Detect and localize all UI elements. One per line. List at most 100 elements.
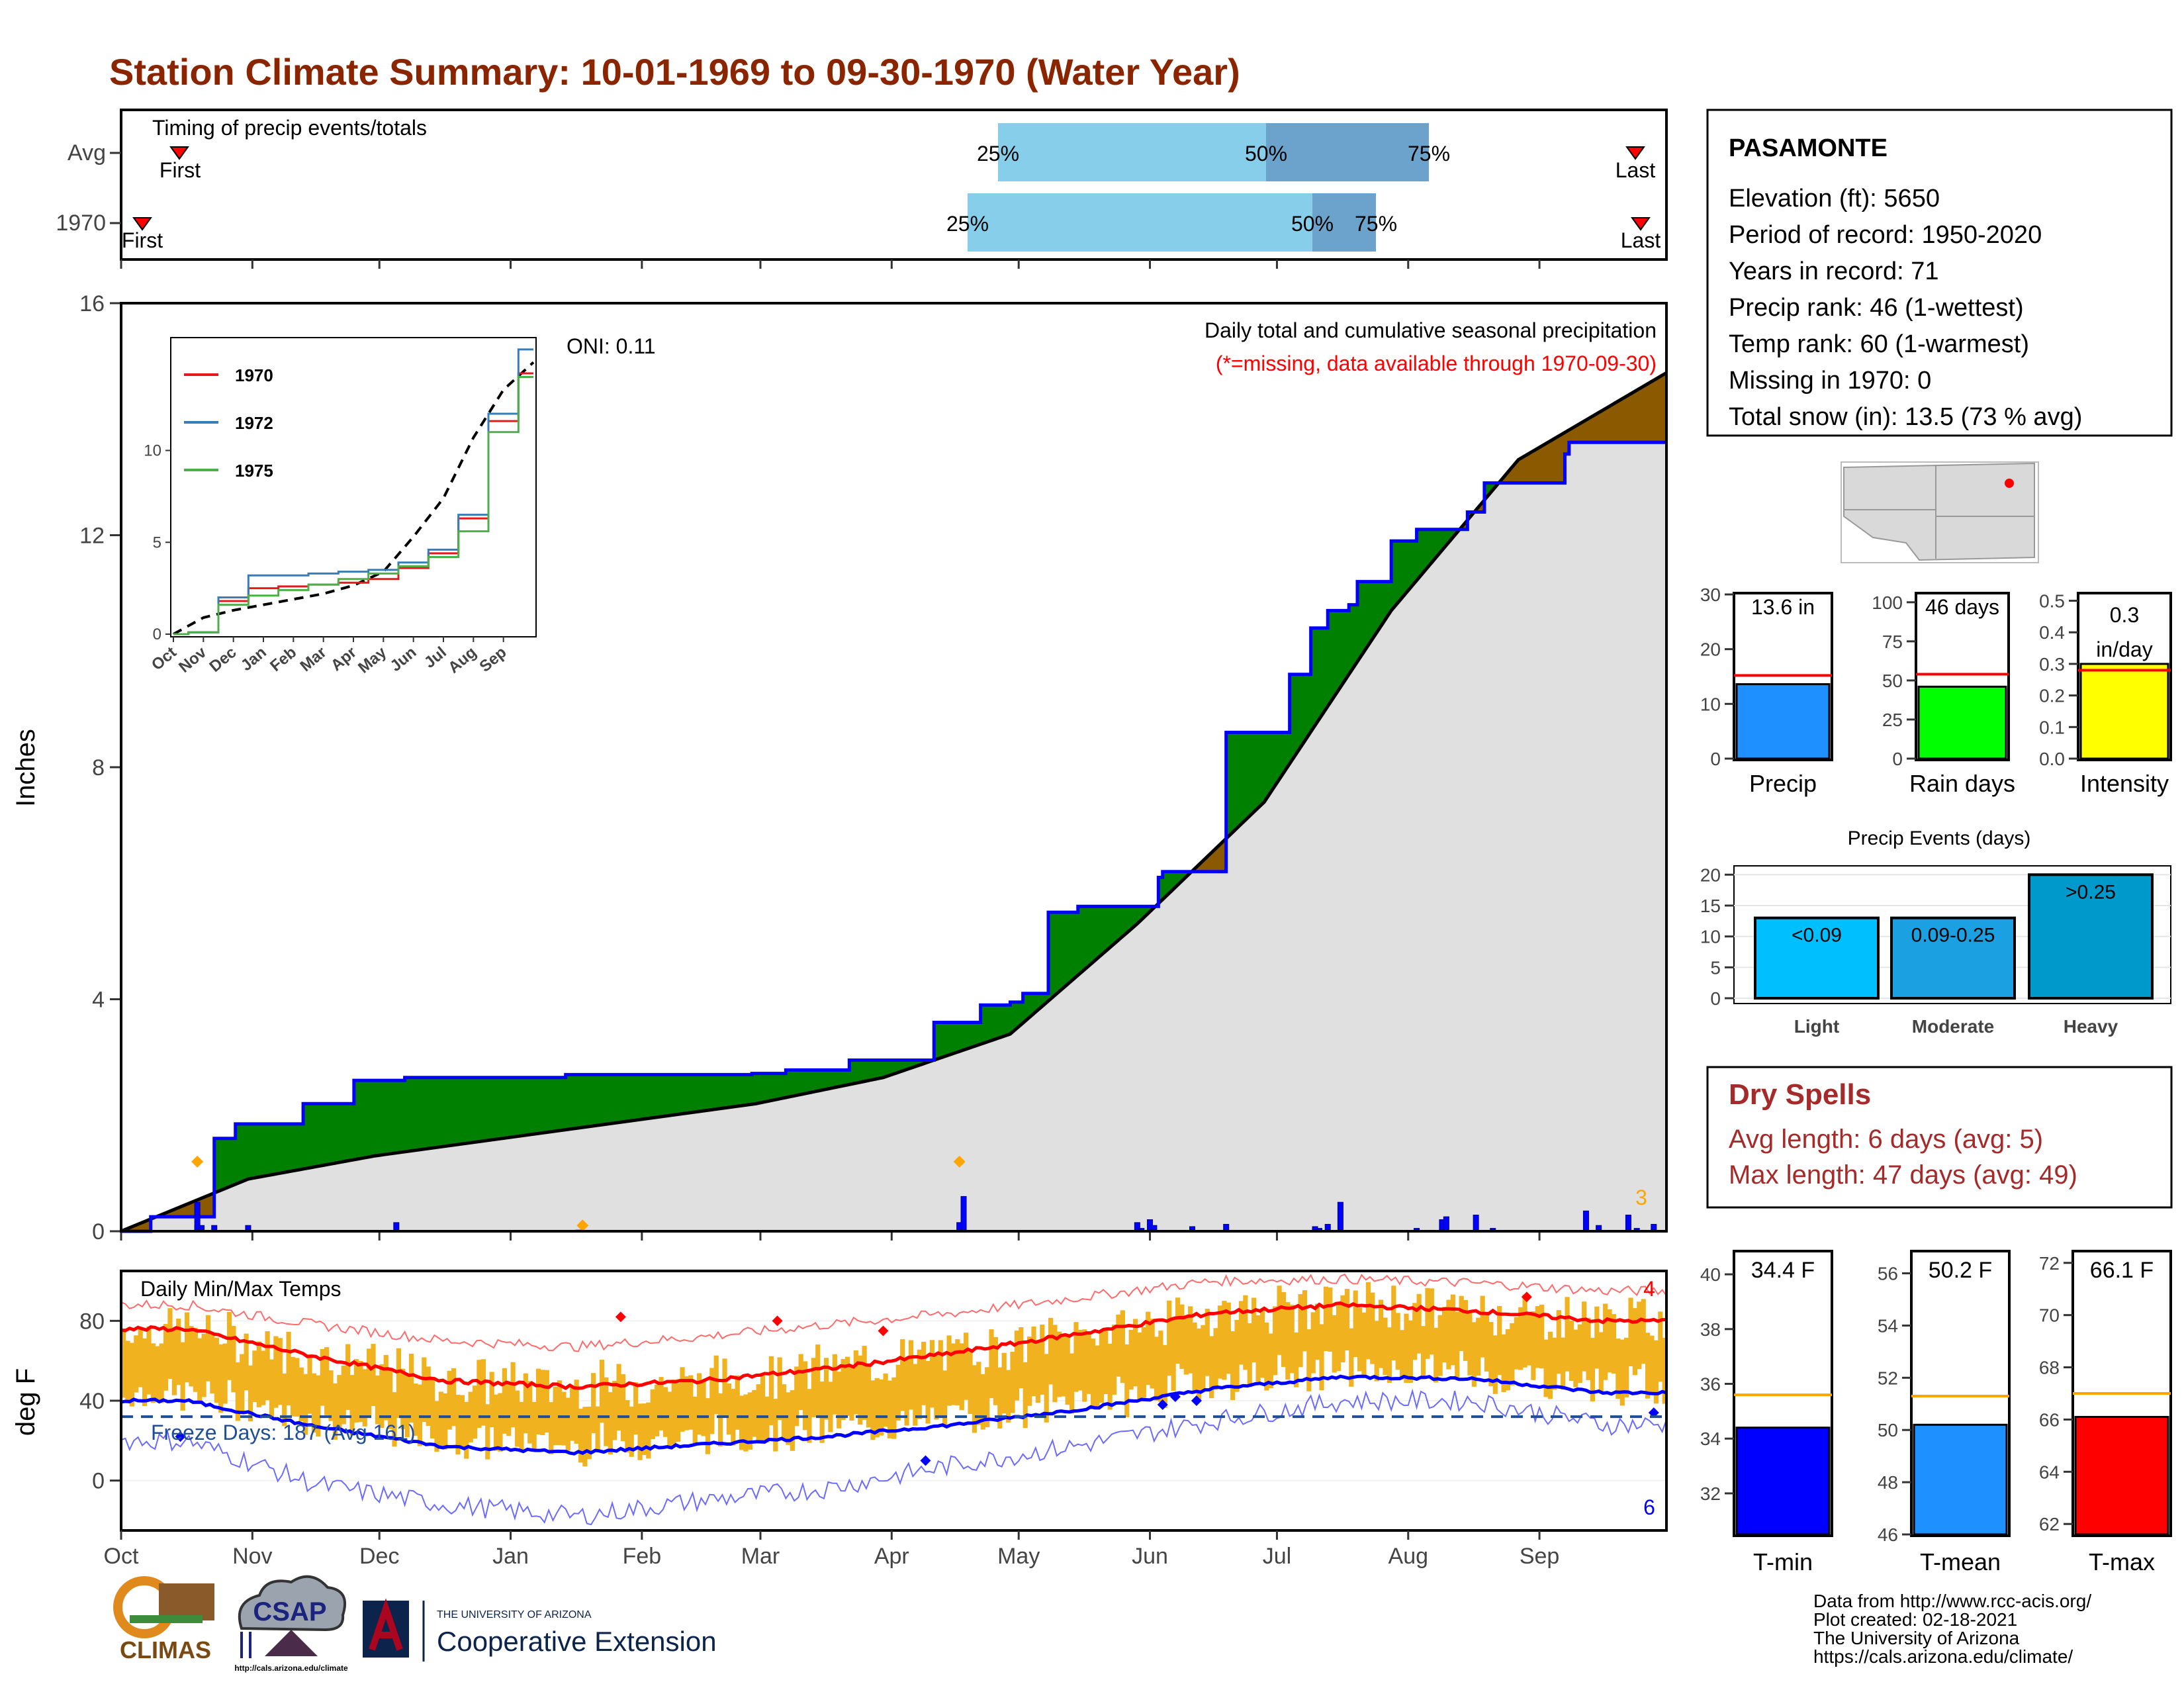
- daily-temp-bar: [604, 1377, 609, 1446]
- daily-temp-bar: [574, 1380, 579, 1444]
- daily-temp-bar: [214, 1337, 219, 1403]
- daily-temp-bar: [222, 1343, 228, 1404]
- sb-precip-tick-label: 30: [1700, 585, 1721, 605]
- precip-y-tick-label: 12: [79, 524, 105, 549]
- daily-temp-bar: [1514, 1317, 1519, 1370]
- intensity-tick-label: 0.4: [2039, 622, 2065, 643]
- tmean-value: 50.2 F: [1929, 1258, 1992, 1283]
- daily-temp-bar: [231, 1326, 236, 1393]
- daily-temp-bar: [565, 1397, 570, 1451]
- daily-temp-bar: [189, 1326, 194, 1387]
- daily-temp-bar: [747, 1392, 752, 1450]
- daily-temp-bar: [938, 1340, 943, 1417]
- daily-temp-bar: [367, 1348, 372, 1416]
- daily-temp-bar: [1205, 1309, 1210, 1376]
- station-name: PASAMONTE: [1729, 134, 1888, 162]
- daily-temp-bar: [1116, 1314, 1121, 1377]
- daily-temp-bar: [1395, 1313, 1400, 1370]
- daily-temp-bar: [697, 1373, 702, 1435]
- last-event-marker-avg: [1625, 146, 1645, 160]
- daily-temp-bar: [1340, 1295, 1345, 1362]
- timing-row-year: 1970: [56, 211, 106, 236]
- tb-tmin-tick-label: 40: [1700, 1264, 1721, 1285]
- daily-temp-bar: [1310, 1312, 1316, 1374]
- daily-temp-bar: [811, 1358, 816, 1418]
- record-high-marker: [1521, 1291, 1532, 1303]
- events-y-tick-label: 15: [1700, 896, 1721, 916]
- record-high-line: [120, 1273, 1667, 1352]
- daily-temp-bar: [388, 1368, 393, 1429]
- station-line-temp-rank: Temp rank: 60 (1-warmest): [1729, 330, 2029, 358]
- tb-tmax-tick-label: 66: [2039, 1409, 2060, 1430]
- events-y-tick-label: 5: [1710, 957, 1721, 978]
- daily-temp-bar: [1658, 1311, 1663, 1382]
- daily-temp-bar: [1268, 1333, 1273, 1389]
- daily-temp-bar: [731, 1389, 736, 1446]
- daily-temp-bar: [768, 1356, 774, 1426]
- daily-temp-bar: [392, 1392, 397, 1447]
- sb-rain-tick-label: 75: [1882, 632, 1903, 652]
- daily-temp-bar: [1387, 1327, 1392, 1383]
- daily-temp-bar: [353, 1359, 359, 1423]
- daily-temp-bar: [544, 1370, 549, 1433]
- daily-temp-bar: [1001, 1352, 1007, 1414]
- daily-temp-bar: [655, 1384, 660, 1436]
- intensity-summary-label: Intensity: [2080, 770, 2169, 797]
- daily-temp-bar: [883, 1373, 888, 1427]
- daily-temp-bar: [726, 1383, 732, 1435]
- daily-temp-bar: [477, 1360, 482, 1429]
- daily-temp-bar: [1437, 1315, 1443, 1376]
- daily-temp-bar: [447, 1370, 452, 1430]
- daily-temp-bar: [1471, 1322, 1477, 1387]
- daily-temp-bar: [1328, 1287, 1333, 1352]
- timing-panel: Timing of precip events/totals Avg 1970 …: [56, 109, 1668, 269]
- daily-temp-bar: [493, 1394, 499, 1451]
- tb-tmax-tick-label: 62: [2039, 1514, 2060, 1534]
- daily-temp-bar: [1349, 1328, 1354, 1387]
- daily-temp-bar: [1412, 1303, 1418, 1360]
- month-label-apr: Apr: [874, 1544, 909, 1569]
- precip-events-chart: Precip Events (days) 0 5 10 15 20 <0.09 Light 0…: [1700, 827, 2171, 1037]
- daily-temp-bar: [510, 1362, 516, 1428]
- daily-temp-bar: [1188, 1306, 1193, 1374]
- daily-temp-bar: [1645, 1333, 1651, 1399]
- daily-temp-bar: [570, 1386, 575, 1441]
- month-label-mar: Mar: [741, 1544, 780, 1569]
- month-label-may: May: [997, 1544, 1040, 1569]
- daily-temp-bar: [891, 1377, 897, 1439]
- daily-temp-bar: [1649, 1335, 1655, 1395]
- daily-temp-bar: [659, 1377, 664, 1430]
- daily-temp-bar: [134, 1335, 139, 1393]
- tmin-value: 34.4 F: [1751, 1258, 1815, 1283]
- daily-temp-bar: [650, 1389, 655, 1440]
- daily-temp-bar: [1027, 1336, 1032, 1406]
- daily-temp-bar: [1273, 1306, 1278, 1376]
- daily-temp-bar: [1171, 1317, 1176, 1391]
- timing-row-avg: Avg: [68, 140, 106, 165]
- daily-temp-bar: [739, 1395, 745, 1450]
- daily-temp-bar: [1213, 1328, 1218, 1390]
- daily-temp-bar: [1056, 1331, 1062, 1397]
- daily-temp-bar: [244, 1333, 249, 1391]
- station-location-dot: [2005, 479, 2014, 488]
- daily-temp-bar: [1543, 1339, 1549, 1397]
- daily-temp-bar: [1594, 1306, 1600, 1369]
- daily-temp-bar: [662, 1387, 668, 1437]
- inset-climo-line: [173, 361, 535, 635]
- daily-temp-bar: [485, 1404, 490, 1460]
- daily-temp-bar: [1167, 1300, 1172, 1376]
- daily-temp-bar: [557, 1380, 563, 1446]
- record-low-marker: [175, 1431, 186, 1442]
- daily-temp-bar: [718, 1393, 723, 1447]
- daily-temp-bar: [1192, 1322, 1197, 1393]
- daily-temp-bar: [1217, 1305, 1223, 1379]
- daily-temp-bar: [1526, 1311, 1532, 1366]
- intensity-value: 0.3: [2110, 603, 2139, 627]
- daily-temp-bar: [1561, 1337, 1566, 1390]
- tmin-bar: [1735, 1427, 1831, 1536]
- daily-temp-bar: [218, 1344, 224, 1413]
- daily-temp-bar: [1416, 1293, 1422, 1354]
- daily-temp-bar: [997, 1367, 1003, 1429]
- sb-precip-tick-label: 20: [1700, 639, 1721, 660]
- daily-temp-bar: [1010, 1352, 1015, 1413]
